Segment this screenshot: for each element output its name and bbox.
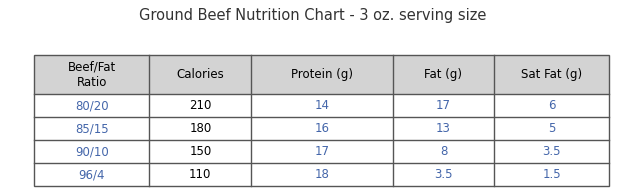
Text: 3.5: 3.5	[434, 168, 452, 181]
Text: Protein (g): Protein (g)	[291, 68, 353, 81]
Text: 110: 110	[189, 168, 211, 181]
Text: 90/10: 90/10	[75, 145, 109, 158]
Text: Fat (g): Fat (g)	[424, 68, 462, 81]
Text: 8: 8	[440, 145, 447, 158]
Text: 13: 13	[436, 122, 451, 135]
Text: 3.5: 3.5	[542, 145, 561, 158]
Text: Ground Beef Nutrition Chart - 3 oz. serving size: Ground Beef Nutrition Chart - 3 oz. serv…	[139, 8, 486, 23]
Text: 210: 210	[189, 99, 211, 112]
Bar	[34, 94, 609, 117]
Text: 1.5: 1.5	[542, 168, 561, 181]
Text: 85/15: 85/15	[75, 122, 109, 135]
Text: 16: 16	[314, 122, 329, 135]
Text: 80/20: 80/20	[75, 99, 109, 112]
Text: Calories: Calories	[176, 68, 224, 81]
Text: 6: 6	[548, 99, 556, 112]
Bar	[34, 140, 609, 163]
Bar	[34, 163, 609, 186]
Bar	[34, 55, 609, 186]
Text: Beef/Fat
Ratio: Beef/Fat Ratio	[68, 61, 116, 89]
Bar	[34, 117, 609, 140]
Text: 17: 17	[314, 145, 329, 158]
Text: Sat Fat (g): Sat Fat (g)	[521, 68, 582, 81]
Text: 150: 150	[189, 145, 211, 158]
Text: 5: 5	[548, 122, 556, 135]
Bar	[34, 55, 609, 94]
Text: 96/4: 96/4	[79, 168, 105, 181]
Text: 180: 180	[189, 122, 211, 135]
Text: 18: 18	[314, 168, 329, 181]
Text: 17: 17	[436, 99, 451, 112]
Text: 14: 14	[314, 99, 329, 112]
